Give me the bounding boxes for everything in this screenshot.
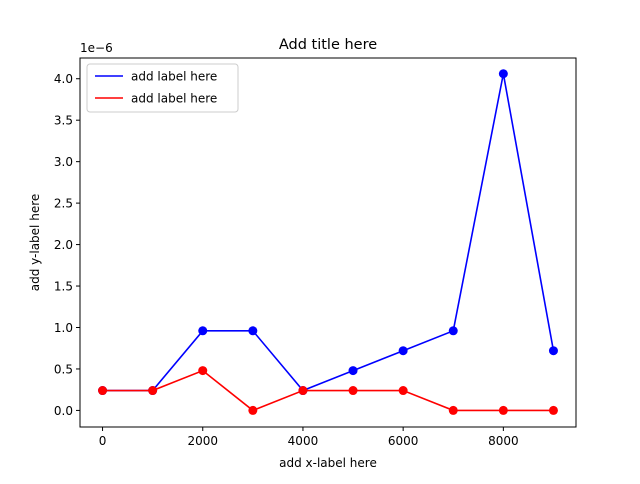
x-tick-label: 8000 — [488, 434, 519, 448]
y-axis-offset-label: 1e−6 — [80, 41, 113, 55]
series-1-point — [448, 326, 458, 336]
y-tick-label: 3.0 — [54, 155, 73, 169]
axis-ticks: 0 2000 4000 6000 8000 0.0 0.5 1.0 1.5 2.0 2.5 3.0 3.… — [54, 72, 519, 448]
series-1-point — [198, 326, 208, 336]
y-tick-label: 0.5 — [54, 362, 73, 376]
legend-label: add label here — [131, 70, 217, 84]
series-2-line — [102, 369, 554, 412]
x-tick-label: 2000 — [187, 434, 218, 448]
y-tick-label: 2.5 — [54, 197, 73, 211]
x-tick-label: 0 — [99, 434, 107, 448]
plot-area-frame — [79, 57, 577, 428]
series-1-point — [398, 346, 408, 356]
series-2-point — [98, 386, 108, 396]
series-2-point — [398, 386, 408, 396]
legend-label: add label here — [131, 92, 217, 106]
series-1-line — [102, 73, 555, 392]
series-1-point — [248, 326, 258, 336]
series-2-point — [548, 405, 558, 415]
series-2-point — [348, 386, 358, 396]
series-layer — [98, 69, 558, 415]
series-2-point — [498, 405, 508, 415]
series-2-point — [148, 386, 158, 396]
y-axis-label: add y-label here — [28, 194, 42, 292]
x-tick-label: 6000 — [388, 434, 419, 448]
legend: add label here add label here — [86, 63, 239, 113]
y-tick-label: 0.0 — [54, 404, 73, 418]
x-axis-label: add x-label here — [279, 456, 377, 470]
legend-box — [86, 63, 239, 113]
x-tick-label: 4000 — [288, 434, 319, 448]
y-tick-label: 1.0 — [54, 321, 73, 335]
series-2-point — [448, 405, 458, 415]
series-1-point — [548, 346, 558, 356]
y-tick-label: 1.5 — [54, 280, 73, 294]
chart-title: Add title here — [279, 37, 377, 53]
series-2-point — [248, 405, 258, 415]
series-2 — [98, 366, 558, 415]
series-1-point — [498, 69, 508, 79]
y-tick-label: 2.0 — [54, 238, 73, 252]
y-tick-label: 3.5 — [54, 114, 73, 128]
y-tick-label: 4.0 — [54, 72, 73, 86]
series-1-point — [348, 366, 358, 376]
series-2-point — [298, 386, 308, 396]
series-2-point — [198, 366, 208, 376]
